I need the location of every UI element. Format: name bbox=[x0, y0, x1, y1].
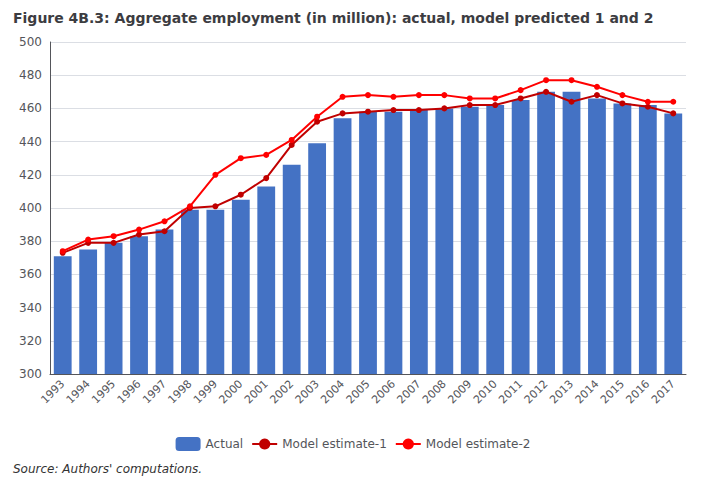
svg-text:2017: 2017 bbox=[649, 377, 678, 406]
svg-text:500: 500 bbox=[19, 35, 42, 49]
svg-text:1993: 1993 bbox=[38, 377, 67, 406]
svg-text:480: 480 bbox=[19, 68, 42, 82]
svg-text:1999: 1999 bbox=[191, 377, 220, 406]
svg-text:2003: 2003 bbox=[293, 377, 322, 406]
svg-text:2006: 2006 bbox=[369, 377, 398, 406]
svg-text:320: 320 bbox=[19, 334, 42, 348]
svg-text:2000: 2000 bbox=[216, 377, 245, 406]
svg-text:2001: 2001 bbox=[242, 377, 271, 406]
svg-text:460: 460 bbox=[19, 101, 42, 115]
svg-text:2002: 2002 bbox=[267, 377, 296, 406]
svg-text:400: 400 bbox=[19, 201, 42, 215]
svg-text:360: 360 bbox=[19, 267, 42, 281]
svg-text:2010: 2010 bbox=[471, 377, 500, 406]
svg-text:1996: 1996 bbox=[115, 377, 144, 406]
svg-text:2008: 2008 bbox=[420, 377, 449, 406]
svg-text:1997: 1997 bbox=[140, 377, 169, 406]
svg-text:2012: 2012 bbox=[522, 377, 551, 406]
svg-text:Source: Authors' computations.: Source: Authors' computations. bbox=[13, 462, 202, 476]
svg-text:1995: 1995 bbox=[89, 377, 118, 406]
svg-text:340: 340 bbox=[19, 301, 42, 315]
svg-text:Actual: Actual bbox=[206, 437, 244, 451]
svg-text:300: 300 bbox=[19, 367, 42, 381]
svg-text:Model estimate-1: Model estimate-1 bbox=[282, 437, 387, 451]
svg-text:2016: 2016 bbox=[623, 377, 652, 406]
svg-text:2005: 2005 bbox=[344, 377, 373, 406]
svg-text:1994: 1994 bbox=[64, 377, 93, 406]
svg-text:2013: 2013 bbox=[547, 377, 576, 406]
svg-text:2011: 2011 bbox=[496, 377, 525, 406]
svg-text:2014: 2014 bbox=[573, 377, 602, 406]
svg-text:380: 380 bbox=[19, 234, 42, 248]
svg-text:2004: 2004 bbox=[318, 377, 347, 406]
svg-text:Figure 4B.3: Aggregate employm: Figure 4B.3: Aggregate employment (in mi… bbox=[13, 10, 653, 26]
svg-text:1998: 1998 bbox=[166, 377, 195, 406]
svg-text:2015: 2015 bbox=[598, 377, 627, 406]
svg-text:2009: 2009 bbox=[445, 377, 474, 406]
svg-text:440: 440 bbox=[19, 135, 42, 149]
svg-text:Model estimate-2: Model estimate-2 bbox=[426, 437, 531, 451]
svg-text:420: 420 bbox=[19, 168, 42, 182]
svg-text:2007: 2007 bbox=[395, 377, 424, 406]
